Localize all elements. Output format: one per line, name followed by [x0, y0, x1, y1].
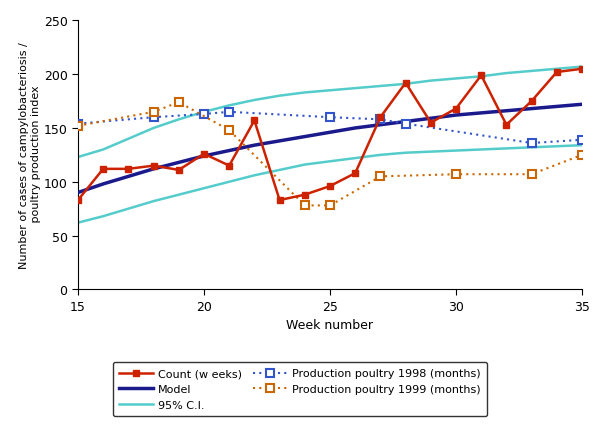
- Y-axis label: Number of cases of campylobacteriosis /
 poultry production index: Number of cases of campylobacteriosis / …: [19, 42, 41, 269]
- Legend: Count (w eeks), Model, 95% C.I., Production poultry 1998 (months), Production po: Count (w eeks), Model, 95% C.I., Product…: [113, 362, 487, 416]
- X-axis label: Week number: Week number: [287, 319, 373, 331]
